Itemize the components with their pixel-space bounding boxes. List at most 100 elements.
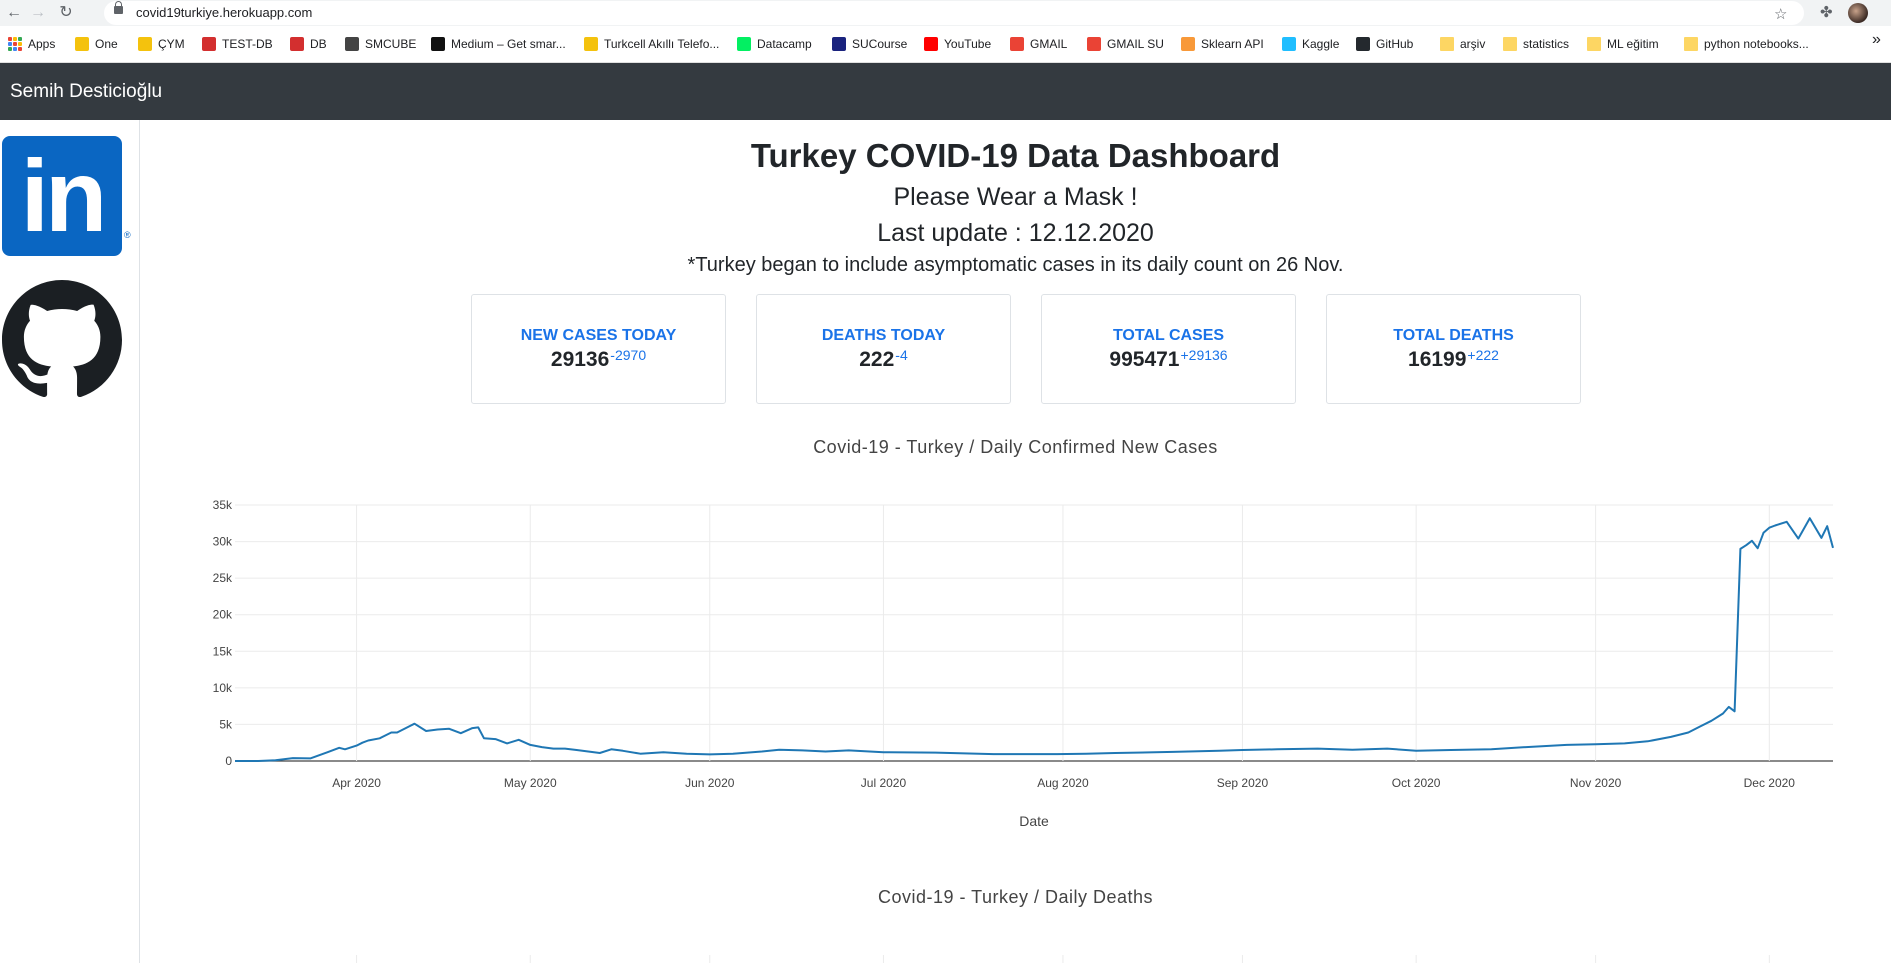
folder-icon [1587, 37, 1601, 51]
y-tick-label: 30k [213, 535, 233, 549]
bookmark-sklearn-api[interactable]: Sklearn API [1181, 36, 1264, 52]
x-tick-label: Nov 2020 [1570, 776, 1622, 790]
bookmark-turkcell-akıllı-telefo[interactable]: Turkcell Akıllı Telefo... [584, 36, 719, 52]
favicon-icon [1356, 37, 1370, 51]
favicon-icon [138, 37, 152, 51]
bookmark-datacamp[interactable]: Datacamp [737, 36, 812, 52]
bookmark-label: GitHub [1376, 37, 1414, 51]
favicon-icon [1010, 37, 1024, 51]
card-title: TOTAL DEATHS [1393, 327, 1514, 344]
bookmark-label: statistics [1523, 37, 1570, 51]
bookmark-label: arşiv [1460, 37, 1486, 51]
lock-icon [114, 1, 123, 14]
bookmark-kaggle[interactable]: Kaggle [1282, 36, 1339, 52]
favicon-icon [924, 37, 938, 51]
bookmark-çym[interactable]: ÇYM [138, 36, 185, 52]
y-tick-label: 15k [213, 644, 233, 658]
last-update: Last update : 12.12.2020 [877, 219, 1154, 247]
bookmark-label: Sklearn API [1201, 37, 1264, 51]
address-bar[interactable]: covid19turkiye.herokuapp.com ☆ [104, 1, 1804, 25]
favicon-icon [75, 37, 89, 51]
bookmark-label: ÇYM [158, 37, 185, 51]
bookmark-medium-get-smar[interactable]: Medium – Get smar... [431, 36, 566, 52]
github-icon[interactable] [2, 280, 122, 400]
bookmark-label: SMCUBE [365, 37, 417, 51]
profile-avatar[interactable] [1848, 3, 1868, 23]
card-delta: -4 [895, 347, 908, 363]
back-arrow-icon[interactable]: ← [6, 4, 22, 21]
bookmark-statistics[interactable]: statistics [1503, 36, 1569, 52]
card-value: 29136-2970 [550, 347, 647, 371]
bookmark-ml-eğitim[interactable]: ML eğitim [1587, 36, 1659, 52]
bookmark-one[interactable]: One [75, 36, 118, 52]
star-icon[interactable]: ☆ [1774, 6, 1788, 23]
bookmark-db[interactable]: DB [290, 36, 327, 52]
mask-message: Please Wear a Mask ! [893, 183, 1138, 211]
cases-chart-title: Covid-19 - Turkey / Daily Confirmed New … [813, 437, 1218, 457]
total-deaths-card: TOTAL DEATHS 16199+222 [1326, 294, 1581, 404]
bookmark-gmail-su[interactable]: GMAIL SU [1087, 36, 1164, 52]
url-text[interactable]: covid19turkiye.herokuapp.com [136, 5, 313, 20]
bookmarks-overflow-button[interactable]: » [1872, 31, 1881, 48]
bookmark-sucourse[interactable]: SUCourse [832, 36, 907, 52]
daily-deaths-chart[interactable] [0, 940, 1891, 963]
card-delta: +222 [1467, 347, 1499, 363]
y-tick-label: 35k [213, 498, 233, 512]
x-tick-label: Apr 2020 [332, 776, 381, 790]
total-cases-card: TOTAL CASES 995471+29136 [1041, 294, 1296, 404]
deaths-today-card: DEATHS TODAY 222-4 [756, 294, 1011, 404]
card-title: TOTAL CASES [1112, 327, 1225, 344]
site-navbar: Semih Desticioğlu [0, 63, 1891, 120]
bookmark-youtube[interactable]: YouTube [924, 36, 991, 52]
browser-toolbar: ← → ↻ covid19turkiye.herokuapp.com ☆ ✤ [0, 0, 1891, 26]
bookmark-label: Apps [28, 37, 56, 51]
bookmarks-bar: Apps One ÇYM TEST-DB DB SMCUBE Medium – Get sm… [0, 26, 1891, 63]
bookmark-label: GMAIL SU [1107, 37, 1164, 51]
card-title: NEW CASES TODAY [520, 327, 677, 344]
folder-icon [1684, 37, 1698, 51]
bookmark-label: ML eğitim [1607, 37, 1659, 51]
bookmark-python-notebooks[interactable]: python notebooks... [1684, 36, 1809, 52]
y-tick-label: 10k [213, 681, 233, 695]
bookmark-label: python notebooks... [1704, 37, 1809, 51]
bookmark-arşiv[interactable]: arşiv [1440, 36, 1485, 52]
bookmark-label: Datacamp [757, 37, 812, 51]
favicon-icon [290, 37, 304, 51]
linkedin-icon[interactable]: in [2, 136, 122, 256]
navbar-brand[interactable]: Semih Desticioğlu [10, 81, 163, 102]
x-tick-label: Dec 2020 [1744, 776, 1796, 790]
bookmark-gmail[interactable]: GMAIL [1010, 36, 1067, 52]
asymptomatic-note: *Turkey began to include asymptomatic ca… [687, 254, 1344, 276]
apps-grid-icon [8, 37, 22, 51]
y-tick-label: 0 [225, 754, 232, 768]
reload-icon[interactable]: ↻ [59, 4, 73, 21]
bookmark-smcube[interactable]: SMCUBE [345, 36, 416, 52]
daily-cases-chart[interactable]: 0 5k 10k 15k 20k 25k 30k 35k Apr 2020 May 2020 Jun… [0, 470, 1891, 840]
bookmark-test-db[interactable]: TEST-DB [202, 36, 273, 52]
bookmark-label: GMAIL [1030, 37, 1068, 51]
favicon-icon [431, 37, 445, 51]
bookmark-label: Turkcell Akıllı Telefo... [604, 37, 720, 51]
x-tick-label: Aug 2020 [1037, 776, 1089, 790]
folder-icon [1440, 37, 1454, 51]
card-value: 222-4 [859, 347, 908, 371]
bookmark-apps[interactable]: Apps [8, 36, 55, 52]
y-tick-label: 25k [213, 571, 233, 585]
forward-arrow-icon[interactable]: → [30, 4, 46, 21]
x-tick-label: Jun 2020 [685, 776, 735, 790]
bookmark-label: Medium – Get smar... [451, 37, 566, 51]
x-tick-label: Jul 2020 [861, 776, 907, 790]
bookmark-label: SUCourse [852, 37, 908, 51]
x-tick-label: Sep 2020 [1217, 776, 1269, 790]
favicon-icon [1282, 37, 1296, 51]
favicon-icon [202, 37, 216, 51]
card-value: 995471+29136 [1109, 347, 1228, 371]
sidebar: in ® [0, 120, 140, 963]
favicon-icon [584, 37, 598, 51]
favicon-icon [737, 37, 751, 51]
extensions-puzzle-icon[interactable]: ✤ [1820, 4, 1833, 21]
bookmark-github[interactable]: GitHub [1356, 36, 1413, 52]
bookmark-label: DB [310, 37, 327, 51]
favicon-icon [832, 37, 846, 51]
favicon-icon [1181, 37, 1195, 51]
